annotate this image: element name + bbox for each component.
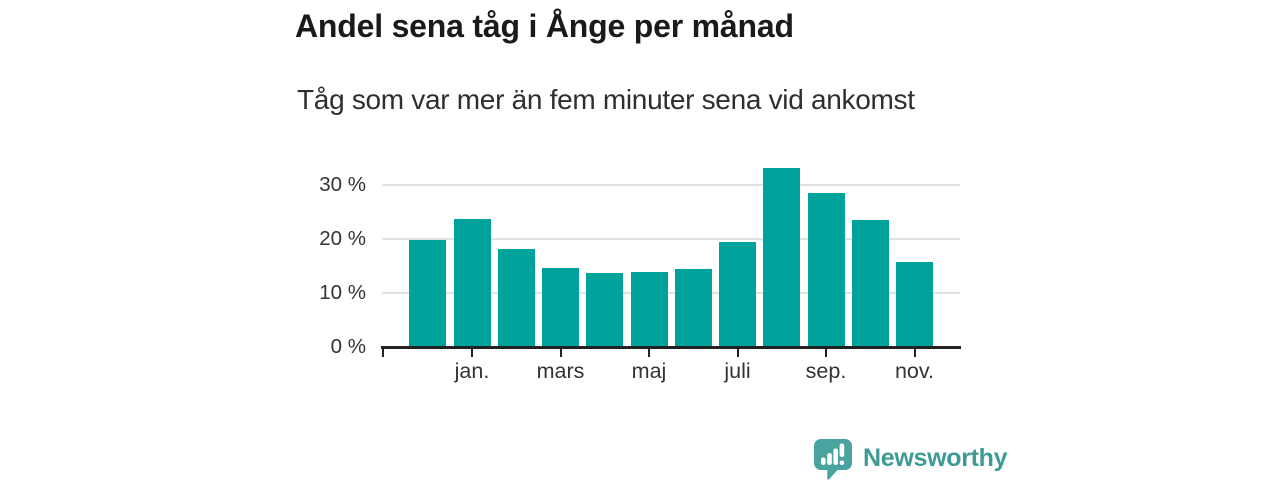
bar-sep. [807, 192, 845, 347]
bar-juli [719, 242, 756, 347]
x-tick-juli [736, 348, 739, 357]
x-tick-maj [648, 348, 650, 357]
newsworthy-speech-bubble-bar-chart-icon [814, 439, 852, 480]
bar-jan. [453, 219, 491, 347]
x-axis-line [381, 345, 961, 349]
x-tick-label: sep. [805, 358, 847, 383]
y-tick-label: 20 % [319, 226, 366, 250]
x-tick-sep [825, 348, 827, 357]
x-tick-label: nov. [894, 358, 935, 383]
bar-apr. [586, 272, 624, 347]
brand-name: Newsworthy [863, 444, 1008, 472]
x-tick-label: mars [536, 358, 585, 383]
gridline-10% [382, 291, 960, 294]
x-axis-start-tick [382, 348, 384, 357]
bar-feb. [497, 249, 535, 347]
newsworthy-logo: Newsworthy [813, 438, 1008, 480]
y-tick-label: 30 % [319, 172, 366, 196]
y-tick-label: 10 % [319, 280, 366, 304]
bar-maj [630, 271, 668, 347]
chart-title: Andel sena tåg i Ånge per månad [295, 8, 794, 44]
x-tick-label: jan. [454, 358, 490, 383]
chart-subtitle: Tåg som var mer än fem minuter sena vid … [297, 84, 915, 115]
bar-nov. [896, 261, 933, 347]
gridline-20% [382, 237, 960, 240]
x-tick-mars [559, 348, 562, 357]
bar-juni [674, 268, 712, 347]
y-tick-label: 0 % [330, 334, 366, 358]
x-tick-label: maj [631, 358, 667, 383]
x-tick-nov [913, 348, 916, 357]
gridline-30% [382, 183, 960, 186]
bar-okt. [851, 219, 889, 347]
bar-mars [542, 267, 579, 347]
x-tick-jan [471, 348, 473, 357]
bar-aug. [763, 168, 801, 347]
x-tick-label: juli [724, 358, 751, 383]
bar-dec. [409, 239, 447, 347]
